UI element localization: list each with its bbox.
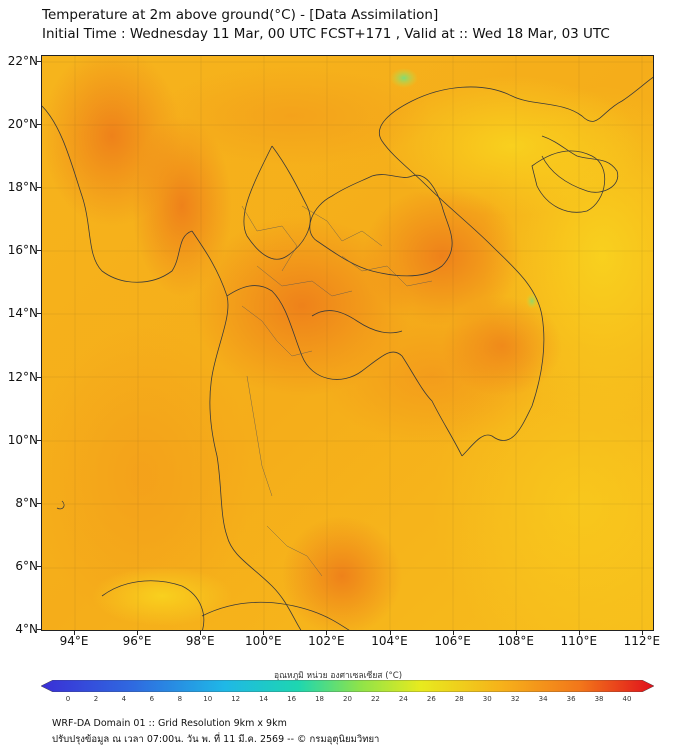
colorbar-tick-label: 38 xyxy=(594,695,604,703)
lat-label: 22°N xyxy=(7,54,38,68)
lat-label: 8°N xyxy=(15,495,38,510)
lat-label: 18°N xyxy=(7,180,38,195)
lon-label: 102°E xyxy=(308,634,345,648)
lat-tick xyxy=(37,124,41,126)
colorbar-tick-label: 0 xyxy=(65,695,71,703)
colorbar-tick-label: 10 xyxy=(203,695,213,703)
lat-label: 12°N xyxy=(7,369,38,384)
lon-label: 110°E xyxy=(560,634,598,648)
lon-tick xyxy=(389,631,391,635)
country-borders xyxy=(42,76,653,630)
colorbar-tick-label: 6 xyxy=(149,695,155,703)
lon-tick xyxy=(515,631,517,635)
map-title: Temperature at 2m above ground(°C) - [Da… xyxy=(42,6,610,44)
lon-tick xyxy=(452,631,454,635)
lon-label: 112°E xyxy=(623,634,661,648)
lat-label: 10°N xyxy=(7,432,38,447)
lat-label: 20°N xyxy=(7,117,38,132)
lat-tick xyxy=(37,187,41,189)
footer-line-1: WRF-DA Domain 01 :: Grid Resolution 9km … xyxy=(52,718,287,729)
colorbar-tick-label: 4 xyxy=(121,695,127,703)
lat-label: 14°N xyxy=(7,306,38,321)
lon-label: 100°E xyxy=(245,634,282,648)
lon-tick xyxy=(641,631,643,635)
title-line-1: Temperature at 2m above ground(°C) - [Da… xyxy=(42,7,439,23)
colorbar-tick-label: 34 xyxy=(538,695,548,703)
footer-line-2: ปรับปรุงข้อมูล ณ เวลา 07:00น. วัน พ. ที่… xyxy=(52,734,380,745)
lat-label: 6°N xyxy=(15,558,38,573)
colorbar-tick-label: 36 xyxy=(566,695,576,703)
colorbar-tick-label: 32 xyxy=(510,695,520,703)
temperature-map xyxy=(41,55,654,631)
lon-label: 94°E xyxy=(59,634,89,648)
colorbar-tick-label: 24 xyxy=(398,695,408,703)
lon-label: 98°E xyxy=(185,634,215,648)
lon-tick xyxy=(326,631,328,635)
lat-label: 16°N xyxy=(7,243,38,258)
province-borders xyxy=(241,205,433,577)
lon-tick xyxy=(578,631,580,635)
lon-tick xyxy=(200,631,202,635)
lon-label: 96°E xyxy=(122,634,152,648)
lon-label: 108°E xyxy=(497,634,534,648)
colorbar-tick-label: 26 xyxy=(426,695,436,703)
colorbar-tick-label: 2 xyxy=(93,695,99,703)
lon-tick xyxy=(74,631,75,635)
lat-tick xyxy=(37,502,41,504)
colorbar-tick-label: 16 xyxy=(287,695,297,703)
lat-tick xyxy=(37,565,41,567)
cool-patch xyxy=(390,68,418,88)
colorbar-tick-label: 20 xyxy=(343,695,352,703)
colorbar-tick-label: 8 xyxy=(177,695,183,703)
lat-tick xyxy=(37,439,41,441)
lon-label: 106°E xyxy=(434,634,471,648)
lat-tick xyxy=(37,313,41,315)
colorbar-tick-label: 18 xyxy=(315,695,324,703)
title-line-2: Initial Time : Wednesday 11 Mar, 00 UTC … xyxy=(42,26,610,42)
lat-tick xyxy=(37,376,41,378)
colorbar-tick-label: 22 xyxy=(370,695,380,703)
lon-tick xyxy=(263,631,265,635)
lat-tick xyxy=(37,61,41,62)
colorbar xyxy=(41,680,654,692)
lat-tick xyxy=(37,628,41,630)
lon-tick xyxy=(137,631,139,635)
colorbar-tick-label: 40 xyxy=(622,695,632,703)
colorbar-tick-label: 28 xyxy=(454,695,464,703)
colorbar-tick-label: 14 xyxy=(259,695,269,703)
lat-label: 4°N xyxy=(15,621,38,636)
colorbar-title: อุณหภูมิ หน่วย องศาเซลเซียส (°C) xyxy=(273,671,403,681)
map-canvas xyxy=(42,56,653,630)
lon-label: 104°E xyxy=(371,634,408,648)
colorbar-tick-label: 30 xyxy=(482,695,492,703)
lat-tick xyxy=(37,250,41,252)
colorbar-tick-label: 12 xyxy=(231,695,241,703)
